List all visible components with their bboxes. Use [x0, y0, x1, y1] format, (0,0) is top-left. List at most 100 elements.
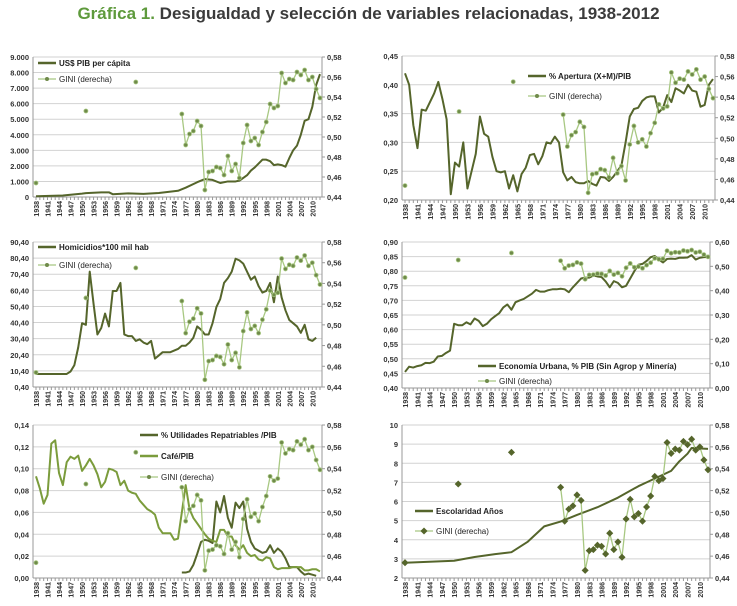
legend-marker	[45, 263, 49, 267]
y-tick-label: 90,40	[10, 238, 29, 247]
x-tick-label: 2007	[686, 392, 693, 408]
y-tick-label: 30,40	[10, 335, 29, 344]
gini-marker	[83, 108, 89, 114]
legend-label: Escolaridad Años	[436, 507, 504, 516]
x-tick-label: 2001	[276, 201, 283, 217]
x-tick-label: 1959	[115, 582, 122, 598]
gini-marker	[306, 447, 311, 453]
gini-marker	[595, 271, 600, 277]
gini-marker	[213, 353, 219, 359]
gini-marker	[187, 131, 192, 137]
gini-marker	[577, 119, 583, 125]
gini-marker	[206, 548, 212, 554]
gini-marker	[306, 77, 311, 83]
y-tick-label: 0,60	[383, 326, 398, 335]
x-tick-label: 1968	[526, 582, 533, 598]
x-tick-label: 1998	[264, 201, 271, 217]
gini-marker	[202, 377, 208, 383]
gini-marker	[244, 310, 250, 315]
gini-marker	[306, 263, 311, 269]
x-tick-label: 1977	[563, 392, 570, 408]
x-tick-label: 1956	[103, 582, 110, 598]
gini-marker	[664, 248, 670, 254]
x-tick-label: 1968	[526, 392, 533, 408]
legend-label: GINI (derecha)	[436, 527, 489, 536]
gini-marker	[574, 260, 580, 265]
series-line-1	[35, 73, 321, 198]
chart-panel-1: 0 1.000 2.000 3.000 4.000 5.000 6.000 7.000 8.00…	[10, 53, 342, 217]
x-tick-label: 1974	[550, 582, 557, 598]
gini-marker	[675, 446, 683, 454]
y-tick-label: 0,10	[14, 465, 29, 474]
x-tick-label: 1995	[640, 204, 647, 220]
gini-marker	[179, 484, 185, 490]
gini-marker	[640, 265, 645, 271]
chart-panel-6: 2 3 4 5 6 7 8 9 10 0,44 0,46 0,48 0,50 0,52 0,54 0,56 0,…	[390, 421, 731, 598]
y2-tick-label: 0,58	[327, 53, 342, 62]
gini-marker	[290, 263, 296, 269]
gini-marker	[279, 256, 285, 261]
x-tick-label: 2001	[661, 392, 668, 408]
y-tick-label: 0,14	[14, 421, 29, 430]
x-tick-label: 2007	[299, 201, 306, 217]
gini-marker	[213, 164, 219, 170]
gini-marker	[187, 506, 192, 512]
gini-marker	[510, 79, 516, 85]
x-tick-label: 1953	[464, 392, 471, 408]
x-tick-label: 1977	[565, 204, 572, 220]
y-tick-label: 0,06	[14, 508, 29, 517]
y2-tick-label: 0,54	[327, 93, 342, 102]
y2-tick-label: 0,54	[327, 279, 342, 288]
x-tick-label: 1938	[403, 392, 410, 408]
x-tick-label: 1983	[207, 582, 214, 598]
x-tick-label: 1971	[538, 392, 545, 408]
x-tick-label: 1950	[452, 392, 459, 408]
gini-marker	[401, 559, 409, 567]
gini-marker	[565, 505, 573, 513]
y2-tick-label: 0,58	[720, 52, 735, 61]
y-tick-label: 0,35	[383, 110, 398, 119]
gini-marker	[309, 444, 315, 450]
y2-tick-label: 0,58	[327, 421, 342, 430]
y-tick-label: 2.000	[10, 162, 29, 171]
x-tick-label: 2010	[310, 201, 317, 217]
legend-marker	[147, 475, 151, 479]
x-tick-label: 1953	[464, 582, 471, 598]
gini-marker	[557, 483, 565, 491]
gini-marker	[240, 140, 246, 146]
gini-marker	[589, 546, 597, 554]
x-tick-label: 1992	[241, 201, 248, 217]
x-tick-label: 2007	[299, 582, 306, 598]
gini-marker	[623, 178, 628, 183]
gini-marker	[198, 123, 204, 129]
gini-marker	[614, 538, 622, 546]
gini-marker	[313, 457, 319, 463]
gini-marker	[217, 543, 223, 549]
x-tick-label: 1980	[578, 204, 585, 220]
x-tick-label: 1989	[230, 582, 237, 598]
gini-marker	[696, 443, 704, 451]
gini-marker	[275, 290, 281, 296]
gini-marker	[202, 187, 208, 193]
x-tick-label: 1989	[612, 392, 619, 408]
y-tick-label: 80,40	[10, 254, 29, 263]
x-tick-label: 1980	[195, 391, 202, 407]
x-tick-label: 1956	[103, 391, 110, 407]
gini-line	[181, 437, 321, 571]
gini-marker	[652, 255, 658, 261]
x-tick-label: 1938	[34, 391, 41, 407]
gini-marker	[279, 70, 285, 76]
chart-panel-5: 0,00 0,02 0,04 0,06 0,08 0,10 0,12 0,14 0,44 0,46…	[14, 421, 342, 598]
x-tick-label: 1941	[415, 392, 422, 408]
x-tick-label: 1962	[503, 204, 510, 220]
x-tick-label: 1971	[540, 204, 547, 220]
gini-marker	[677, 76, 683, 82]
x-tick-label: 2007	[690, 204, 697, 220]
x-tick-label: 1977	[563, 582, 570, 598]
x-tick-label: 1965	[138, 391, 145, 407]
gini-marker	[256, 142, 261, 148]
gini-marker	[706, 86, 712, 92]
gini-marker	[558, 258, 563, 264]
x-tick-label: 1941	[46, 391, 53, 407]
gini-marker	[194, 492, 200, 498]
